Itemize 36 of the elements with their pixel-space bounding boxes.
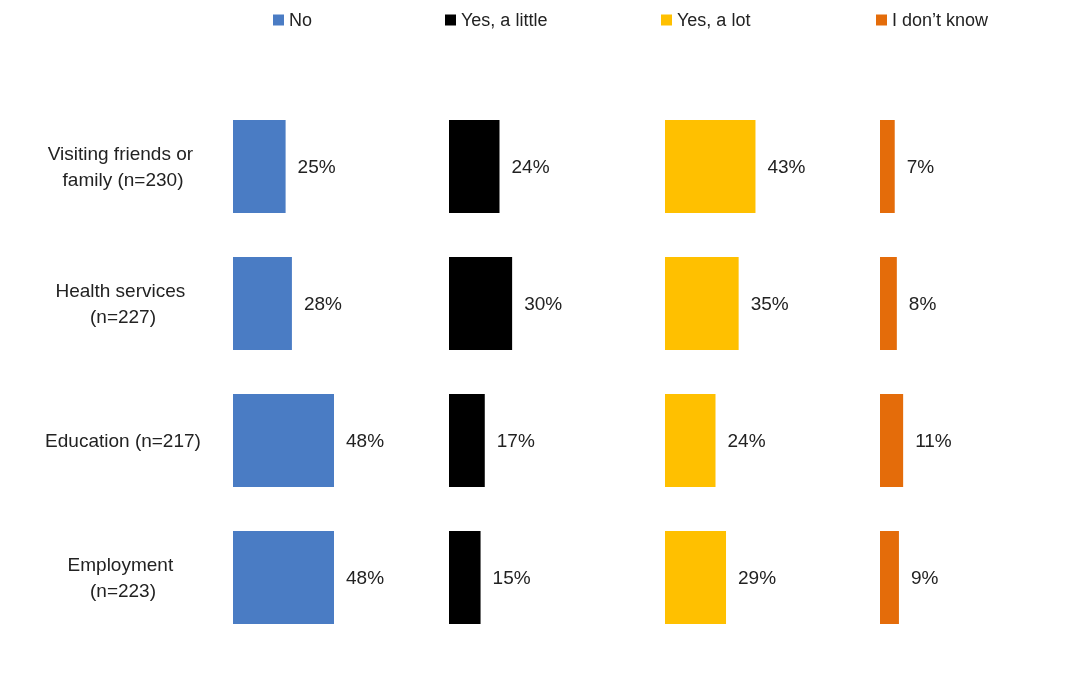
- data-label: 43%: [767, 156, 806, 177]
- data-label: 11%: [915, 430, 952, 451]
- legend-label: No: [289, 10, 313, 30]
- bar: [449, 119, 500, 214]
- data-label: 48%: [346, 567, 385, 588]
- data-label: 9%: [910, 567, 939, 588]
- data-label: 35%: [750, 293, 789, 314]
- y-tick-label: Health services (n=227): [55, 280, 191, 327]
- bar: [665, 393, 716, 488]
- y-tick-label: Education (n=217): [45, 430, 201, 451]
- legend-label: Yes, a lot: [677, 10, 751, 30]
- bar: [880, 530, 899, 625]
- bar: [665, 530, 727, 625]
- bar: [880, 119, 895, 214]
- data-label: 7%: [906, 156, 935, 177]
- bar: [449, 256, 513, 351]
- y-tick-label: Employment (n=223): [67, 554, 179, 601]
- data-label: 48%: [346, 430, 385, 451]
- bar: [880, 256, 897, 351]
- data-label: 8%: [908, 293, 937, 314]
- bar: [449, 393, 485, 488]
- data-label: 15%: [492, 567, 531, 588]
- bar: [665, 119, 756, 214]
- data-label: 29%: [738, 567, 777, 588]
- data-label: 28%: [303, 293, 343, 314]
- data-label: 24%: [511, 156, 550, 177]
- legend-label: I don’t know: [892, 10, 990, 30]
- y-tick-label: Visiting friends or family (n=230): [47, 143, 199, 190]
- legend-label: Yes, a little: [461, 10, 548, 30]
- bar: [449, 530, 481, 625]
- data-label: 30%: [524, 293, 563, 314]
- bar: [880, 393, 904, 488]
- data-label: 25%: [297, 156, 336, 177]
- data-label: 24%: [727, 430, 766, 451]
- bar: [665, 256, 739, 351]
- data-label: 17%: [496, 430, 535, 451]
